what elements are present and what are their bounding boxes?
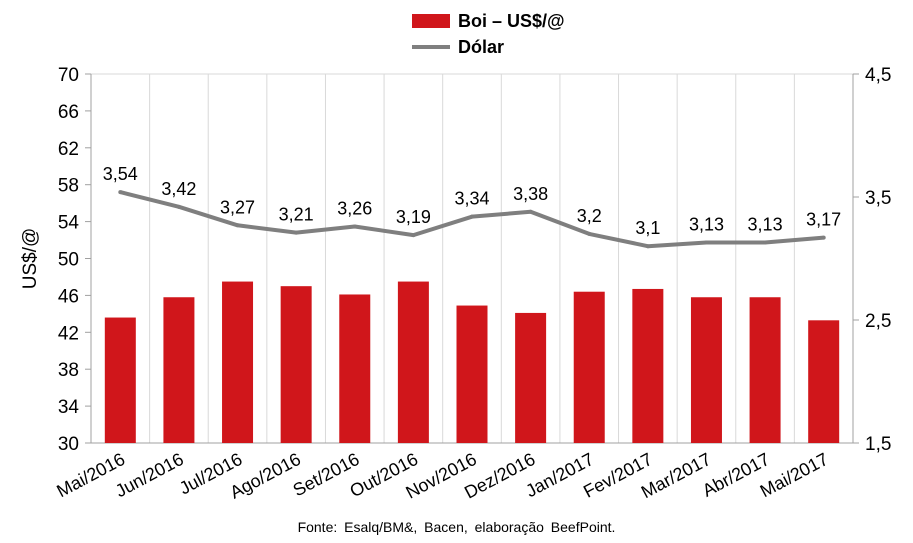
dolar-point <box>118 190 123 195</box>
dolar-data-label: 3,42 <box>161 179 196 199</box>
bar <box>456 305 488 443</box>
dolar-data-label: 3,1 <box>635 218 660 238</box>
dolar-data-label: 3,17 <box>806 210 841 230</box>
y-tick-label: 42 <box>58 323 79 344</box>
legend-item-boi: Boi – US$/@ <box>412 8 565 34</box>
y-tick-label: 50 <box>58 250 79 271</box>
bar <box>280 286 312 443</box>
y-tick-label: 30 <box>58 434 79 455</box>
dolar-point <box>352 224 357 229</box>
dolar-point <box>763 240 768 245</box>
bar <box>808 320 840 443</box>
dolar-point <box>470 214 474 219</box>
y-tick-label: 62 <box>58 139 79 160</box>
legend-label-dolar: Dólar <box>458 36 505 57</box>
dolar-point <box>235 223 240 228</box>
legend-swatch-bar <box>412 14 450 28</box>
dolar-data-label: 3,26 <box>337 199 372 219</box>
dolar-point <box>704 240 709 245</box>
y-tick-label: 54 <box>58 213 80 234</box>
dolar-point <box>645 244 650 249</box>
dolar-data-label: 3,54 <box>103 164 138 184</box>
dolar-data-label: 3,27 <box>220 197 255 217</box>
x-tick-label: Jun/2016 <box>112 449 187 501</box>
y2-tick-label: 1,5 <box>865 434 891 455</box>
y2-tick-label: 4,5 <box>865 65 891 86</box>
dolar-data-label: 3,21 <box>279 205 314 225</box>
y-tick-label: 38 <box>58 360 79 381</box>
y-axis-title: US$/@ <box>20 228 41 290</box>
y2-tick-label: 2,5 <box>865 311 891 332</box>
bar <box>573 291 605 443</box>
legend-item-dolar: Dólar <box>412 34 565 60</box>
y-tick-label: 34 <box>58 397 80 418</box>
dolar-point <box>528 209 533 214</box>
dolar-data-label: 3,13 <box>689 215 724 235</box>
dolar-data-label: 3,2 <box>577 206 602 226</box>
bar <box>104 317 136 443</box>
dolar-data-label: 3,38 <box>513 184 548 204</box>
dolar-point <box>176 204 181 209</box>
y-tick-label: 70 <box>58 65 79 86</box>
dolar-point <box>411 233 416 238</box>
y-tick-label: 58 <box>58 176 79 197</box>
bar <box>397 281 429 443</box>
x-tick-label: Mai/2017 <box>757 449 832 501</box>
source-note: Fonte: Esalq/BM&, Bacen, elaboração Beef… <box>297 519 616 535</box>
legend-label-boi: Boi – US$/@ <box>458 10 565 31</box>
bar <box>749 297 781 443</box>
legend-swatch-line <box>412 45 450 49</box>
dolar-data-label: 3,13 <box>748 215 783 235</box>
y2-tick-label: 3,5 <box>865 188 891 209</box>
bar <box>690 297 722 443</box>
dolar-point <box>587 231 592 236</box>
bar <box>339 294 371 443</box>
y-tick-label: 46 <box>58 286 79 307</box>
bar <box>632 288 664 443</box>
dolar-point <box>821 235 826 240</box>
bar <box>515 312 547 443</box>
dolar-point <box>294 230 299 235</box>
bar <box>222 281 254 443</box>
dolar-data-label: 3,19 <box>396 207 431 227</box>
y-tick-label: 66 <box>58 102 79 123</box>
legend: Boi – US$/@ Dólar <box>412 8 565 60</box>
dolar-data-label: 3,34 <box>454 189 489 209</box>
bar <box>163 297 195 443</box>
